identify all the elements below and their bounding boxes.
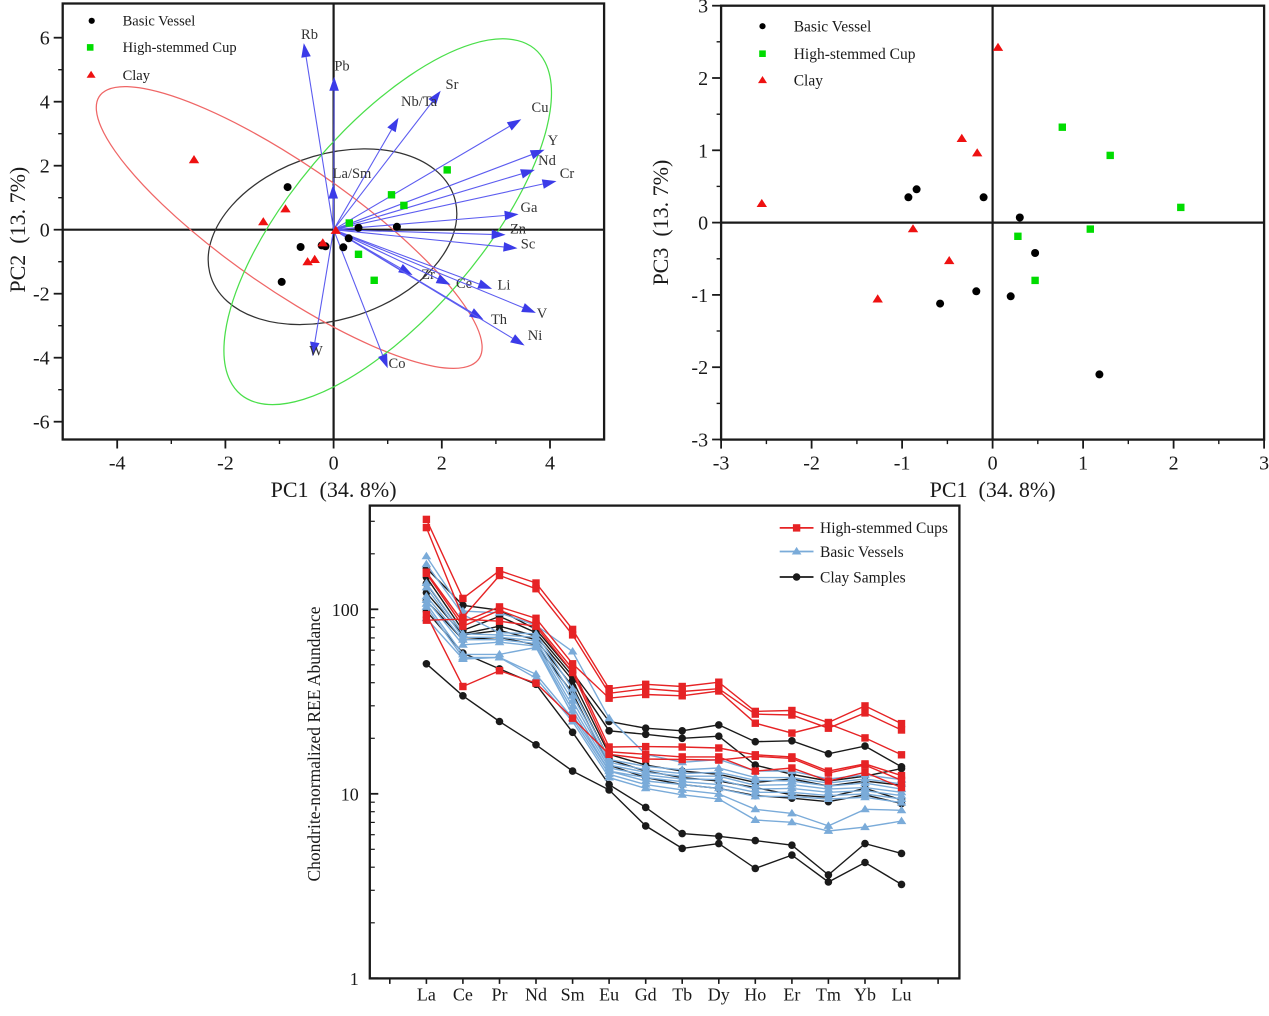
svg-text:Ho: Ho: [744, 984, 766, 1004]
svg-text:Ga: Ga: [521, 200, 538, 216]
svg-text:-2: -2: [33, 284, 50, 306]
svg-text:2: 2: [40, 156, 50, 178]
svg-text:Cu: Cu: [532, 100, 549, 116]
svg-text:La: La: [417, 984, 436, 1004]
svg-text:V: V: [537, 306, 548, 322]
svg-text:0: 0: [988, 453, 998, 475]
svg-text:-2: -2: [691, 357, 708, 379]
svg-text:Chondrite-normalized REE Abund: Chondrite-normalized REE Abundance: [304, 606, 324, 881]
svg-text:1: 1: [698, 140, 708, 162]
svg-text:2: 2: [437, 453, 447, 475]
svg-text:Nd: Nd: [538, 153, 556, 169]
svg-text:Nb/Ta: Nb/Ta: [401, 94, 438, 110]
svg-text:Eu: Eu: [599, 984, 619, 1004]
svg-text:High-stemmed Cup: High-stemmed Cup: [123, 40, 237, 56]
svg-text:Li: Li: [498, 278, 511, 294]
svg-text:3: 3: [698, 0, 708, 18]
svg-text:Lu: Lu: [892, 984, 912, 1004]
svg-text:-1: -1: [691, 285, 708, 307]
svg-text:Er: Er: [783, 984, 800, 1004]
svg-text:4: 4: [40, 92, 50, 114]
svg-text:Tm: Tm: [816, 984, 841, 1004]
svg-text:Y: Y: [548, 133, 559, 149]
svg-text:Basic Vessel: Basic Vessel: [123, 14, 196, 30]
svg-text:0: 0: [329, 453, 339, 475]
svg-text:-1: -1: [894, 453, 911, 475]
svg-text:2: 2: [1169, 453, 1179, 475]
svg-text:Dy: Dy: [708, 984, 730, 1004]
svg-text:High-stemmed Cup: High-stemmed Cup: [794, 46, 916, 63]
svg-text:0: 0: [698, 213, 708, 235]
svg-text:Nd: Nd: [525, 984, 547, 1004]
svg-text:-3: -3: [691, 430, 708, 452]
svg-text:Clay: Clay: [794, 73, 824, 90]
svg-text:Rb: Rb: [301, 27, 318, 43]
svg-text:1: 1: [1078, 453, 1088, 475]
svg-text:Clay Samples: Clay Samples: [820, 569, 906, 586]
svg-text:Th: Th: [491, 312, 508, 328]
svg-text:1: 1: [350, 969, 359, 989]
svg-text:4: 4: [545, 453, 555, 475]
svg-text:La/Sm: La/Sm: [333, 166, 372, 182]
svg-text:W: W: [309, 344, 323, 360]
svg-text:10: 10: [341, 784, 359, 804]
svg-text:Co: Co: [389, 356, 406, 372]
svg-text:3: 3: [1259, 453, 1269, 475]
svg-text:Zr: Zr: [421, 267, 435, 283]
svg-text:Pb: Pb: [334, 59, 349, 75]
svg-text:Sr: Sr: [446, 77, 459, 93]
svg-text:Basic Vessel: Basic Vessel: [794, 19, 872, 36]
svg-text:PC2 (13. 7%): PC2 (13. 7%): [5, 167, 30, 293]
svg-text:0: 0: [40, 220, 50, 242]
svg-text:Basic Vessels: Basic Vessels: [820, 544, 904, 561]
svg-text:High-stemmed Cups: High-stemmed Cups: [820, 520, 948, 537]
svg-text:PC1 (34. 8%): PC1 (34. 8%): [930, 477, 1056, 502]
svg-text:Pr: Pr: [491, 984, 507, 1004]
svg-text:Yb: Yb: [854, 984, 876, 1004]
svg-text:Cr: Cr: [560, 166, 575, 182]
svg-text:-4: -4: [33, 348, 50, 370]
svg-text:-2: -2: [217, 453, 234, 475]
svg-text:Sm: Sm: [561, 984, 585, 1004]
svg-text:Zn: Zn: [510, 222, 527, 238]
svg-text:100: 100: [332, 600, 359, 620]
svg-text:-2: -2: [803, 453, 820, 475]
svg-text:Clay: Clay: [123, 68, 151, 84]
svg-text:PC1 (34. 8%): PC1 (34. 8%): [271, 477, 397, 502]
svg-text:Ce: Ce: [453, 984, 473, 1004]
svg-text:-4: -4: [109, 453, 126, 475]
svg-text:Tb: Tb: [672, 984, 692, 1004]
svg-text:PC3 (13. 7%): PC3 (13. 7%): [648, 160, 673, 286]
svg-text:-6: -6: [33, 412, 50, 434]
svg-text:Ni: Ni: [528, 328, 543, 344]
svg-text:6: 6: [40, 28, 50, 50]
svg-text:2: 2: [698, 68, 708, 90]
svg-text:-3: -3: [713, 453, 730, 475]
svg-text:Sc: Sc: [521, 237, 536, 253]
svg-text:Gd: Gd: [635, 984, 657, 1004]
